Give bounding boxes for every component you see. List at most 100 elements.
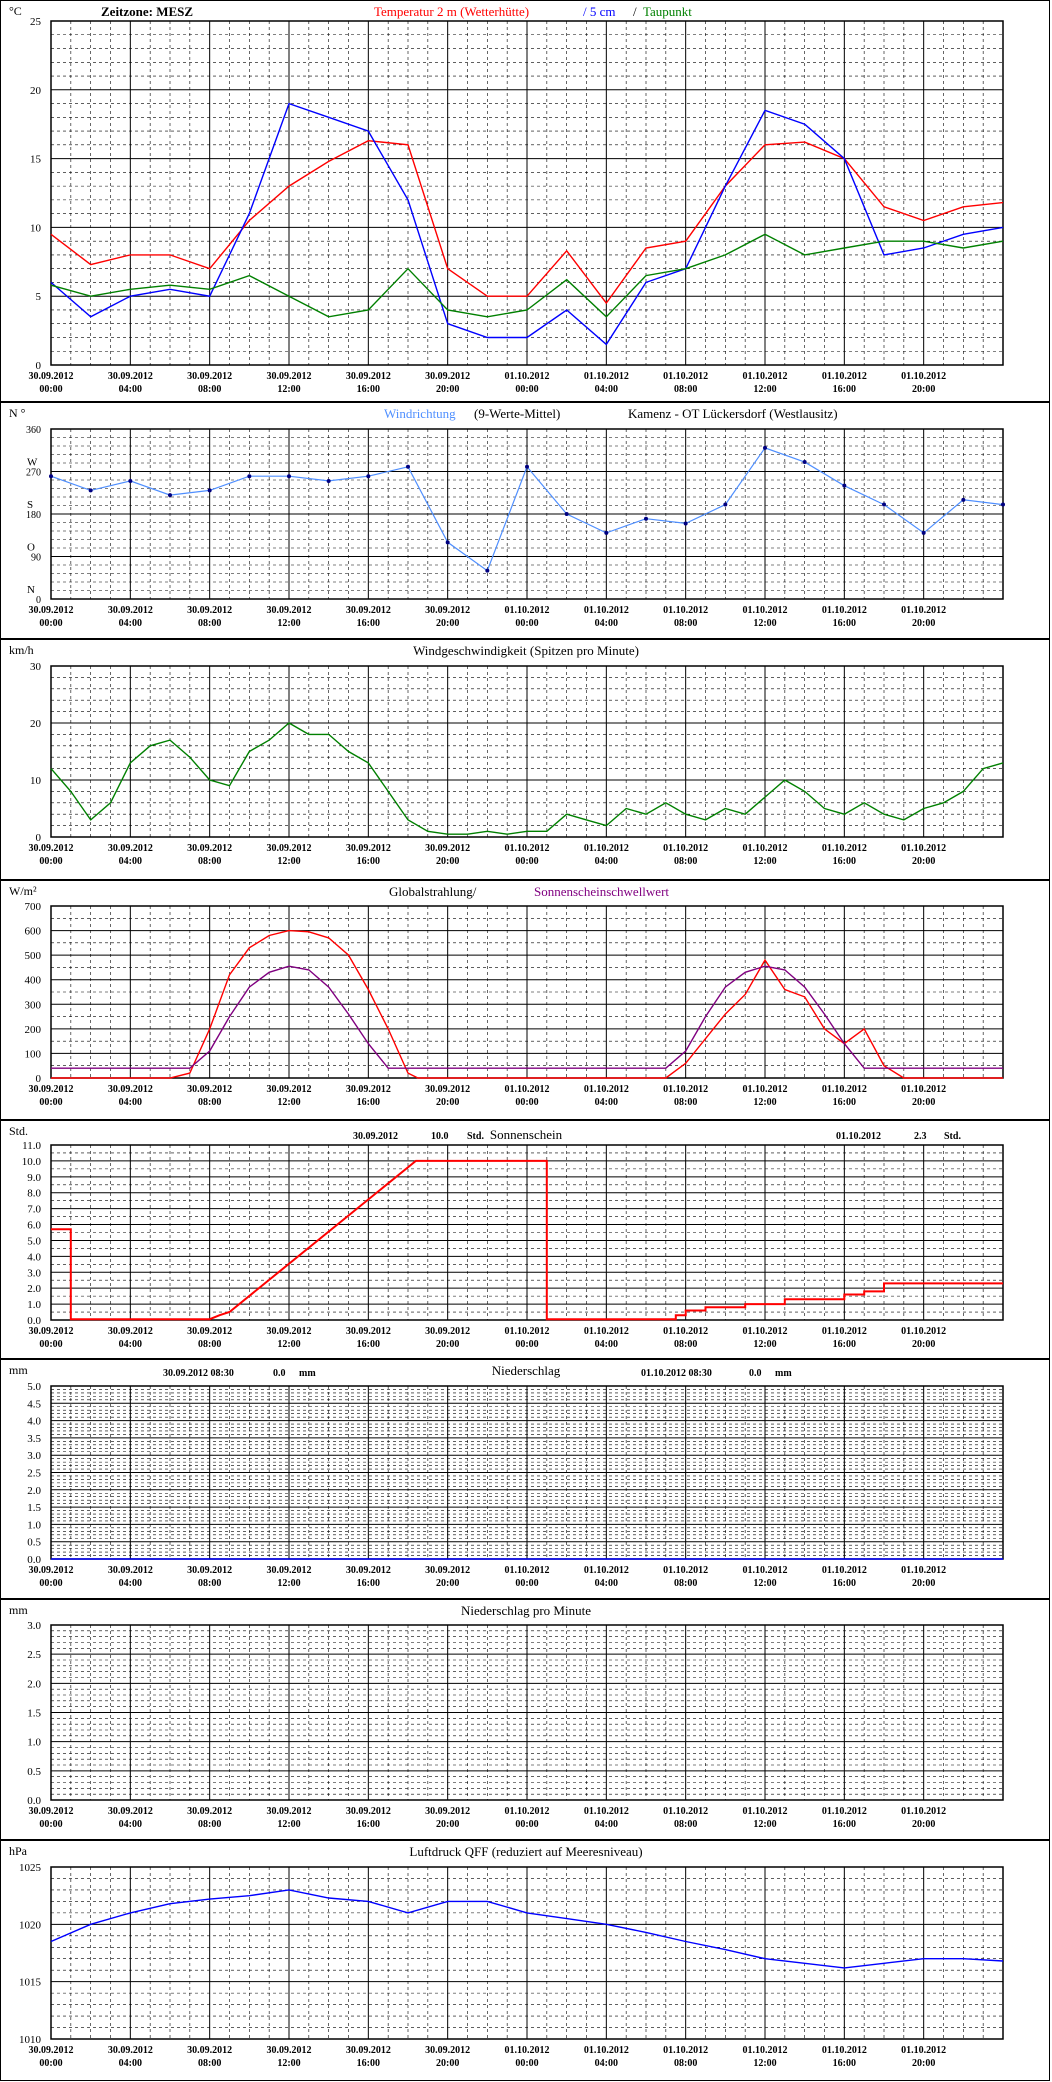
- x-tick-label: 01.10.2012 16:00: [822, 371, 867, 395]
- svg-text:08:00: 08:00: [674, 618, 697, 629]
- svg-text:20:00: 20:00: [912, 1339, 935, 1350]
- wind-direction-point: [961, 497, 966, 502]
- y-tick-label: 2.5: [27, 1649, 41, 1661]
- svg-text:30.09.2012: 30.09.2012: [29, 1326, 74, 1337]
- y-tick-label: 0: [36, 832, 42, 844]
- svg-text:01.10.2012: 01.10.2012: [663, 1565, 708, 1576]
- y-tick-label: 0.0: [27, 1554, 41, 1566]
- svg-text:30.09.2012: 30.09.2012: [346, 1565, 391, 1576]
- series-line-1: [51, 1159, 1003, 1321]
- y-tick-label: 6.0: [27, 1220, 41, 1232]
- y-tick-label: 700: [25, 901, 42, 913]
- svg-text:16:00: 16:00: [833, 856, 856, 867]
- wind-direction-point: [842, 483, 847, 488]
- x-tick-label: 01.10.2012 04:00: [584, 371, 629, 395]
- svg-text:12:00: 12:00: [753, 856, 776, 867]
- unit-label: km/h: [9, 643, 34, 657]
- svg-text:12:00: 12:00: [753, 618, 776, 629]
- svg-text:16:00: 16:00: [357, 618, 380, 629]
- wind-direction-point: [247, 474, 252, 479]
- svg-text:01.10.2012: 01.10.2012: [505, 1084, 550, 1095]
- chart-title: Globalstrahlung/: [389, 884, 477, 899]
- svg-text:01.10.2012: 01.10.2012: [505, 371, 550, 382]
- wind-direction-point: [683, 521, 688, 526]
- x-tick-label: 30.09.2012 12:00: [267, 1084, 312, 1108]
- svg-text:16:00: 16:00: [357, 1819, 380, 1830]
- svg-text:01.10.2012: 01.10.2012: [822, 1565, 867, 1576]
- svg-text:30.09.2012: 30.09.2012: [346, 1326, 391, 1337]
- wind-direction-point: [723, 502, 728, 507]
- panel-sunshine: 0.0 1.0 2.0 3.0 4.0 5.0 6.0 7.0 8.0 9.0 10.0 11.0 30…: [0, 1120, 1050, 1359]
- chart-title: Windgeschwindigkeit (Spitzen pro Minute): [413, 643, 639, 658]
- svg-text:12:00: 12:00: [277, 618, 300, 629]
- svg-text:00:00: 00:00: [39, 1578, 62, 1589]
- svg-text:04:00: 04:00: [595, 1819, 618, 1830]
- svg-text:00:00: 00:00: [39, 384, 62, 395]
- x-tick-label: 30.09.2012 00:00: [29, 1565, 74, 1589]
- svg-text:01.10.2012: 01.10.2012: [743, 371, 788, 382]
- svg-text:00:00: 00:00: [39, 1819, 62, 1830]
- svg-text:08:00: 08:00: [674, 1819, 697, 1830]
- chart-title: Sonnenscheinschwellwert: [534, 884, 669, 899]
- svg-text:30.09.2012: 30.09.2012: [187, 371, 232, 382]
- chart-title: Zeitzone: MESZ: [101, 4, 193, 19]
- y-tick-label: 1.0: [27, 1737, 41, 1749]
- x-tick-label: 01.10.2012 04:00: [584, 605, 629, 629]
- x-tick-label: 01.10.2012 16:00: [822, 843, 867, 867]
- y-tick-label: 5.0: [27, 1235, 41, 1247]
- x-tick-label: 30.09.2012 04:00: [108, 843, 153, 867]
- panel-precip: 0.0 0.5 1.0 1.5 2.0 2.5 3.0 3.5 4.0 4.5 5.0 30.09.2…: [0, 1359, 1050, 1599]
- y-tick-label: 100: [25, 1048, 42, 1060]
- wind-speed-chart: 010203030.09.201200:0030.09.201204:0030.…: [9, 643, 1004, 867]
- x-tick-label: 01.10.2012 16:00: [822, 1326, 867, 1350]
- x-tick-label: 30.09.2012 04:00: [108, 2045, 153, 2069]
- x-tick-label: 30.09.2012 00:00: [29, 1326, 74, 1350]
- svg-text:30.09.2012: 30.09.2012: [346, 2045, 391, 2056]
- svg-text:20:00: 20:00: [912, 856, 935, 867]
- svg-text:16:00: 16:00: [357, 1339, 380, 1350]
- x-tick-label: 01.10.2012 00:00: [505, 843, 550, 867]
- wind-direction-point: [485, 568, 490, 573]
- y-tick-label: 0.0: [27, 1795, 41, 1807]
- svg-text:04:00: 04:00: [119, 1819, 142, 1830]
- panel-wind-speed: 0 10 20 30 30.09.2012 00:00 30.09.2012 04:00 30.…: [0, 639, 1050, 880]
- x-tick-label: 01.10.2012 04:00: [584, 843, 629, 867]
- svg-text:16:00: 16:00: [833, 1819, 856, 1830]
- series-line-1: [50, 1889, 1004, 1969]
- svg-text:00:00: 00:00: [39, 856, 62, 867]
- svg-text:04:00: 04:00: [119, 384, 142, 395]
- svg-text:08:00: 08:00: [674, 1339, 697, 1350]
- series-line-2: [51, 965, 1003, 1069]
- svg-text:00:00: 00:00: [515, 618, 538, 629]
- wind-direction-point: [326, 478, 331, 483]
- svg-text:12:00: 12:00: [753, 2058, 776, 2069]
- x-tick-label: 30.09.2012 08:00: [187, 605, 232, 629]
- wind-direction-point: [564, 512, 569, 516]
- svg-text:01.10.2012: 01.10.2012: [505, 1806, 550, 1817]
- svg-text:01.10.2012: 01.10.2012: [822, 1084, 867, 1095]
- svg-text:08:00: 08:00: [198, 1339, 221, 1350]
- svg-text:30.09.2012: 30.09.2012: [346, 843, 391, 854]
- svg-text:04:00: 04:00: [119, 1097, 142, 1108]
- direction-label: O: [27, 542, 35, 554]
- y-tick-label: 300: [25, 999, 42, 1011]
- svg-text:30.09.2012: 30.09.2012: [29, 1806, 74, 1817]
- svg-text:01.10.2012: 01.10.2012: [743, 1806, 788, 1817]
- svg-text:01.10.2012: 01.10.2012: [584, 843, 629, 854]
- svg-text:16:00: 16:00: [833, 2058, 856, 2069]
- svg-text:12:00: 12:00: [277, 856, 300, 867]
- unit-label: °C: [9, 4, 22, 18]
- daily-total-date: 01.10.2012: [836, 1131, 881, 1142]
- svg-text:20:00: 20:00: [436, 2058, 459, 2069]
- svg-text:08:00: 08:00: [674, 1578, 697, 1589]
- chart-title: / 5 cm: [583, 4, 616, 19]
- svg-text:08:00: 08:00: [198, 2058, 221, 2069]
- svg-text:01.10.2012: 01.10.2012: [822, 843, 867, 854]
- svg-text:12:00: 12:00: [277, 1578, 300, 1589]
- daily-total-date: 30.09.2012: [353, 1131, 398, 1142]
- x-tick-label: 30.09.2012 04:00: [108, 1806, 153, 1830]
- svg-text:01.10.2012: 01.10.2012: [663, 371, 708, 382]
- svg-text:30.09.2012: 30.09.2012: [108, 2045, 153, 2056]
- svg-text:01.10.2012: 01.10.2012: [584, 371, 629, 382]
